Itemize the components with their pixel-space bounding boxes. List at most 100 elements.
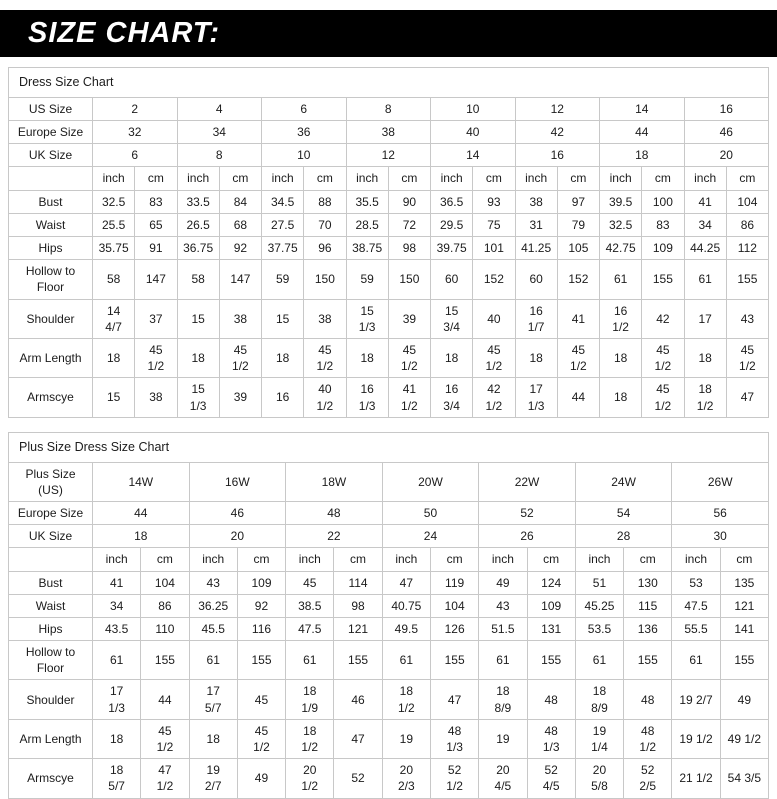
measurement-value-cell: 86	[140, 593, 190, 618]
measurement-value-cell: 104	[429, 593, 480, 618]
unit-header-cell: inch	[91, 166, 136, 191]
measurement-value-cell: 18 8/9	[478, 679, 528, 720]
unit-header-cell: inch	[176, 166, 220, 191]
measurement-value-cell: 38	[218, 298, 263, 339]
unit-header-cell: cm	[725, 166, 770, 191]
measurement-value-cell: 39.5	[598, 189, 643, 214]
measurement-value-cell: 55.5	[671, 616, 721, 642]
size-value-cell: 32	[92, 120, 178, 145]
measurement-value-cell: 18	[598, 377, 643, 418]
measurement-value-cell: 119	[429, 570, 480, 595]
measurement-value-cell: 100	[641, 189, 685, 214]
measurement-value-cell: 18 8/9	[574, 679, 625, 720]
size-value-cell: 52	[478, 500, 576, 526]
row-label: Shoulder	[8, 679, 93, 720]
size-value-cell: 8	[176, 143, 262, 168]
measurement-value-cell: 18 1/2	[683, 377, 727, 418]
measurement-value-cell: 53.5	[574, 616, 625, 642]
row-label: Hips	[8, 616, 93, 642]
size-value-cell: 46	[188, 500, 287, 526]
measurement-value-cell: 40	[472, 298, 516, 339]
measurement-value-cell: 34	[91, 593, 142, 618]
measurement-value-cell: 18 1/9	[285, 679, 335, 720]
banner-title: SIZE CHART:	[28, 17, 220, 49]
measurement-value-cell: 155	[725, 259, 770, 300]
measurement-value-cell: 41 1/2	[387, 377, 432, 418]
measurement-value-cell: 19 2/7	[671, 679, 721, 720]
measurement-value-cell: 61	[188, 640, 238, 681]
measurement-value-cell: 37	[134, 298, 178, 339]
measurement-row: Waist 25.5 65 26.5 68 27.5 70 28.5 72 29.5 75 31 79 3…	[8, 212, 770, 238]
measurement-value-cell: 45 1/2	[236, 718, 287, 760]
size-value-cell: 10	[430, 96, 516, 122]
measurement-value-cell: 38.5	[285, 593, 335, 618]
measurement-value-cell: 14 4/7	[91, 298, 136, 339]
measurement-row: Hollow to Floor 61 155 61 155 61 155 61 155 61 155…	[8, 640, 770, 681]
measurement-value-cell: 59	[260, 259, 305, 300]
size-value-cell: 38	[345, 120, 431, 145]
tables-container: Dress Size Chart US Size 2 4 6 8 10 12 14 16 Europ…	[0, 67, 777, 799]
measurement-value-cell: 152	[556, 259, 601, 300]
measurement-value-cell: 51	[574, 570, 625, 595]
measurement-value-cell: 75	[472, 212, 516, 238]
measurement-value-cell: 18 1/2	[285, 718, 335, 760]
measurement-value-cell: 60	[514, 259, 558, 300]
row-label: Plus Size (US)	[8, 461, 93, 502]
measurement-value-cell: 32.5	[91, 189, 136, 214]
size-value-cell: 46	[683, 120, 769, 145]
measurement-value-cell: 42	[641, 298, 685, 339]
unit-header-cell: inch	[260, 166, 305, 191]
row-label: Shoulder	[8, 298, 93, 339]
unit-header-cell: cm	[140, 547, 190, 572]
measurement-value-cell: 16 1/3	[345, 377, 389, 418]
measurement-value-cell: 155	[623, 640, 673, 681]
size-value-cell: 8	[345, 96, 431, 122]
measurement-value-cell: 19 1/4	[574, 718, 625, 760]
measurement-value-cell: 52 2/5	[623, 758, 673, 799]
measurement-value-cell: 45.5	[188, 616, 238, 642]
measurement-value-cell: 61	[91, 640, 142, 681]
measurement-value-cell: 38	[514, 189, 558, 214]
measurement-value-cell: 47.5	[671, 593, 721, 618]
measurement-value-cell: 26.5	[176, 212, 220, 238]
unit-header-row: inch cm inch cm inch cm inch cm inch cm inch cm inch…	[8, 166, 770, 191]
measurement-value-cell: 61	[574, 640, 625, 681]
table-title-row: Dress Size Chart	[8, 67, 769, 98]
size-chart-page: SIZE CHART: Dress Size Chart US Size 2 4 6 8 1…	[0, 10, 777, 799]
row-label: Hollow to Floor	[8, 259, 93, 300]
size-value-cell: 48	[285, 500, 383, 526]
measurement-value-cell: 15 1/3	[176, 377, 220, 418]
row-label: Armscye	[8, 377, 93, 418]
measurement-value-cell: 45 1/2	[303, 337, 347, 379]
measurement-value-cell: 98	[333, 593, 383, 618]
measurement-value-cell: 131	[526, 616, 576, 642]
size-value-cell: 16	[683, 96, 769, 122]
measurement-value-cell: 49.5	[381, 616, 431, 642]
measurement-value-cell: 18	[345, 337, 389, 379]
measurement-value-cell: 59	[345, 259, 389, 300]
size-value-cell: 16W	[188, 461, 287, 502]
size-value-cell: 54	[574, 500, 673, 526]
measurement-value-cell: 35.5	[345, 189, 389, 214]
measurement-row: Shoulder 17 1/3 44 17 5/7 45 18 1/9 46 18 1/2 47…	[8, 679, 770, 720]
measurement-value-cell: 36.5	[429, 189, 474, 214]
measurement-row: Arm Length 18 45 1/2 18 45 1/2 18 45 1/2 18 45 1…	[8, 337, 770, 379]
measurement-value-cell: 38	[134, 377, 178, 418]
row-label: Arm Length	[8, 337, 93, 379]
measurement-value-cell: 88	[303, 189, 347, 214]
measurement-value-cell: 34.5	[260, 189, 305, 214]
measurement-value-cell: 52	[333, 758, 383, 799]
measurement-value-cell: 20 4/5	[478, 758, 528, 799]
measurement-value-cell: 38.75	[345, 235, 389, 261]
unit-header-cell: cm	[387, 166, 432, 191]
measurement-value-cell: 109	[641, 235, 685, 261]
row-label: Europe Size	[8, 120, 93, 145]
measurement-value-cell: 40.75	[381, 593, 431, 618]
measurement-value-cell: 114	[333, 570, 383, 595]
size-chart-banner: SIZE CHART:	[0, 10, 777, 57]
size-value-cell: 4	[176, 96, 262, 122]
dress-size-chart-table: Dress Size Chart US Size 2 4 6 8 10 12 14 16 Europ…	[8, 67, 770, 418]
unit-header-cell: inch	[598, 166, 643, 191]
measurement-value-cell: 43	[478, 593, 528, 618]
measurement-value-cell: 32.5	[598, 212, 643, 238]
